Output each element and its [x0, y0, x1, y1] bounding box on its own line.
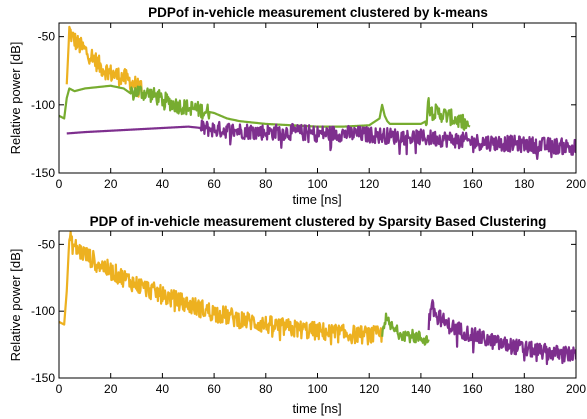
top-x-tick-label: 0 [56, 177, 63, 191]
top-axes-frame [58, 22, 577, 174]
top-x-tick-label: 180 [514, 177, 534, 191]
bottom-x-tick-label: 180 [514, 382, 534, 396]
bottom-x-tick-label: 60 [207, 382, 221, 396]
top-x-tick-label: 100 [307, 177, 327, 191]
bottom-y-tick-label: -100 [31, 304, 55, 318]
bottom-y-tick-label: -150 [31, 371, 55, 385]
bottom-chart: PDP of in-vehicle measurement clustered … [8, 214, 586, 416]
top-x-tick-label: 80 [259, 177, 273, 191]
bottom-x-tick-label: 20 [104, 382, 118, 396]
bottom-chart-title: PDP of in-vehicle measurement clustered … [90, 214, 547, 229]
bottom-y-axis-label: Relative power [dB] [8, 249, 23, 362]
bottom-series-line-3 [427, 299, 576, 366]
top-x-tick-label: 120 [359, 177, 379, 191]
top-y-tick-label: -50 [38, 30, 56, 44]
top-x-tick-label: 60 [207, 177, 221, 191]
top-plot-area [59, 25, 576, 160]
bottom-y-tick-label: -50 [38, 237, 56, 251]
top-x-ticks: 0 20 40 60 80 100 120 140 160 180 200 [56, 23, 586, 191]
bottom-axes-frame [58, 230, 577, 379]
top-y-tick-label: -150 [31, 166, 55, 180]
top-y-axis-label: Relative power [dB] [8, 42, 23, 155]
bottom-series-line-2 [381, 312, 430, 346]
top-series-line-2 [59, 84, 471, 131]
bottom-x-tick-label: 140 [411, 382, 431, 396]
bottom-series-line-1 [59, 231, 384, 346]
bottom-x-ticks: 0 20 40 60 80 100 120 140 160 180 200 [56, 231, 586, 396]
top-series-line-3 [66, 119, 576, 160]
top-x-tick-label: 140 [411, 177, 431, 191]
top-y-ticks: -50 -100 -150 [31, 30, 576, 180]
top-series-line-1 [65, 25, 143, 98]
bottom-x-axis-label: time [ns] [292, 401, 341, 416]
bottom-y-ticks: -50 -100 -150 [31, 237, 576, 385]
bottom-x-tick-label: 80 [259, 382, 273, 396]
top-y-tick-label: -100 [31, 98, 55, 112]
top-x-tick-label: 200 [566, 177, 586, 191]
bottom-x-tick-label: 200 [566, 382, 586, 396]
top-chart-title: PDPof in-vehicle measurement clustered b… [148, 5, 488, 20]
top-x-axis-label: time [ns] [292, 192, 341, 207]
bottom-x-tick-label: 120 [359, 382, 379, 396]
top-x-tick-label: 20 [104, 177, 118, 191]
bottom-x-tick-label: 100 [307, 382, 327, 396]
bottom-x-tick-label: 0 [56, 382, 63, 396]
top-chart: PDPof in-vehicle measurement clustered b… [8, 5, 586, 207]
bottom-x-tick-label: 160 [463, 382, 483, 396]
top-x-tick-label: 160 [463, 177, 483, 191]
top-x-tick-label: 40 [156, 177, 170, 191]
bottom-x-tick-label: 40 [156, 382, 170, 396]
bottom-plot-area [59, 231, 576, 366]
